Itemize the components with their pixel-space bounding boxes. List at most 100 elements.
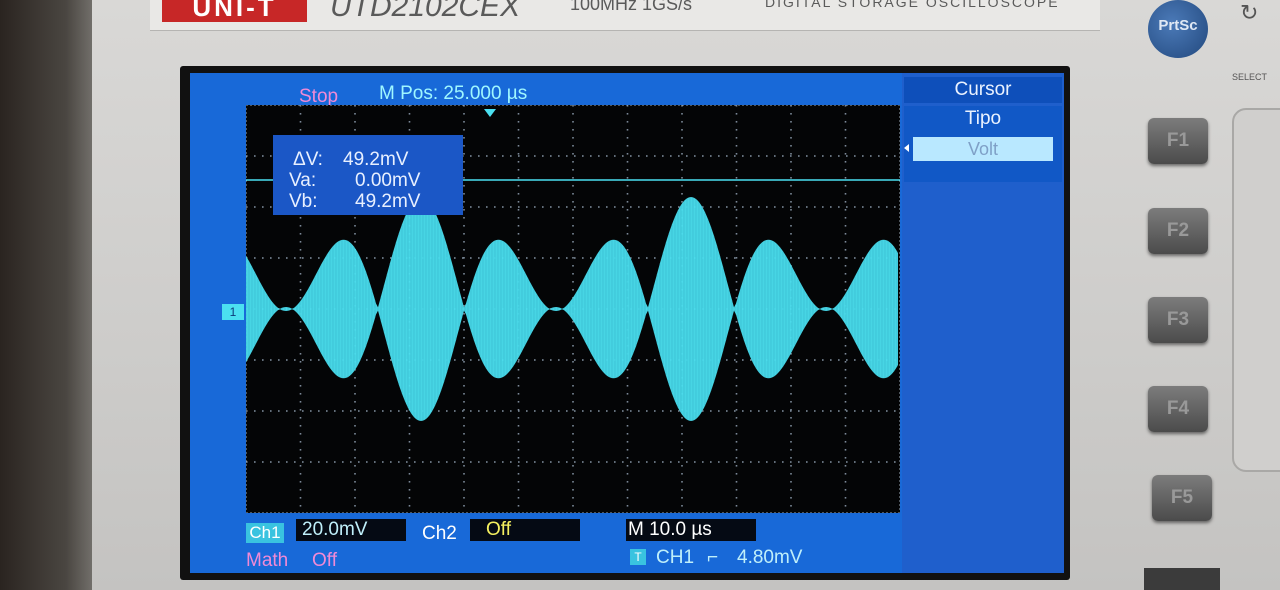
grid-dot [844,289,847,291]
prtsc-button[interactable]: PrtSc [1148,0,1208,58]
grid-dot [735,505,738,507]
grid-dot [626,113,629,115]
ch1-tag: Ch1 [246,523,284,543]
grid-dot [844,185,847,187]
grid-dot [790,465,792,467]
grid-dot [735,321,738,323]
grid-dot [662,410,664,412]
grid-dot [517,241,520,243]
grid-dot [572,201,574,203]
grid-dot [299,473,302,475]
grid-dot [838,257,840,259]
grid-dot [463,369,465,371]
grid-dot [626,217,629,219]
grid-dot [790,249,792,251]
grid-dot [517,217,520,219]
grid-dot [299,385,302,387]
grid-dot [790,461,792,463]
grid-dot [572,489,574,491]
grid-dot [681,449,683,451]
grid-dot [630,155,632,157]
grid-dot [463,417,465,419]
grid-dot [558,206,560,208]
grid-dot [299,433,302,435]
grid-dot [735,361,738,363]
menu-item-value[interactable]: Volt [913,137,1053,161]
grid-dot [299,129,302,131]
horizontal-position: M Pos: 25.000 µs [379,83,528,104]
grid-dot [299,297,302,299]
grid-dot [354,417,356,419]
grid-dot [646,410,648,412]
grid-dot [354,217,356,219]
grid-dot [542,155,544,157]
grid-dot [572,257,574,259]
f4-button[interactable]: F4 [1148,386,1208,432]
grid-dot [830,359,832,361]
delta-v-label: ΔV: [293,149,323,170]
f2-button[interactable]: F2 [1148,208,1208,254]
grid-dot [463,449,465,451]
grid-dot [358,461,360,463]
grid-dot [766,155,768,157]
grid-dot [454,359,456,361]
grid-dot [790,137,792,139]
grid-dot [681,481,683,483]
grid-dot [630,461,632,463]
grid-dot [572,193,574,195]
grid-dot [572,369,574,371]
grid-dot [646,206,648,208]
multipurpose-knob-panel[interactable] [1232,108,1280,472]
grid-dot [844,401,847,403]
grid-dot [286,257,288,259]
grid-dot [806,257,808,259]
grid-dot [638,155,640,157]
f5-button[interactable]: F5 [1152,475,1212,521]
grid-dot [502,461,504,463]
grid-dot [630,206,632,208]
refresh-icon[interactable]: ↻ [1240,0,1259,25]
grid-dot [572,345,574,347]
trigger-tag: T [630,549,646,565]
grid-dot [582,410,584,412]
grid-dot [299,353,302,355]
grid-dot [846,257,848,259]
grid-dot [735,249,738,251]
grid-dot [582,206,584,208]
grid-dot [478,461,480,463]
grid-dot [844,409,847,411]
grid-dot [844,361,847,363]
grid-dot [572,265,574,267]
grid-dot [822,461,824,463]
grid-dot [626,457,629,459]
grid-dot [844,193,847,195]
grid-dot [598,461,600,463]
grid-dot [838,359,840,361]
grid-dot [566,155,568,157]
grid-dot [790,425,792,427]
device-type-label: DIGITAL STORAGE OSCILLOSCOPE [765,0,1060,10]
grid-dot [572,145,574,147]
grid-dot [463,225,465,227]
ch2-state: Off [470,519,580,541]
grid-dot [390,461,392,463]
usb-port [1144,568,1220,590]
grid-dot [878,155,880,157]
grid-dot [790,129,792,131]
grid-dot [844,273,847,275]
brand-logo: UNI-T [162,0,307,22]
grid-dot [366,257,368,259]
grid-dot [408,129,411,131]
grid-dot [294,359,296,361]
f1-button[interactable]: F1 [1148,118,1208,164]
grid-dot [735,417,738,419]
grid-dot [710,461,712,463]
grid-dot [558,359,560,361]
grid-dot [408,449,411,451]
f3-button[interactable]: F3 [1148,297,1208,343]
grid-dot [463,305,465,307]
grid-dot [854,155,856,157]
grid-dot [606,155,608,157]
grid-dot [270,155,272,157]
grid-dot [262,155,264,157]
